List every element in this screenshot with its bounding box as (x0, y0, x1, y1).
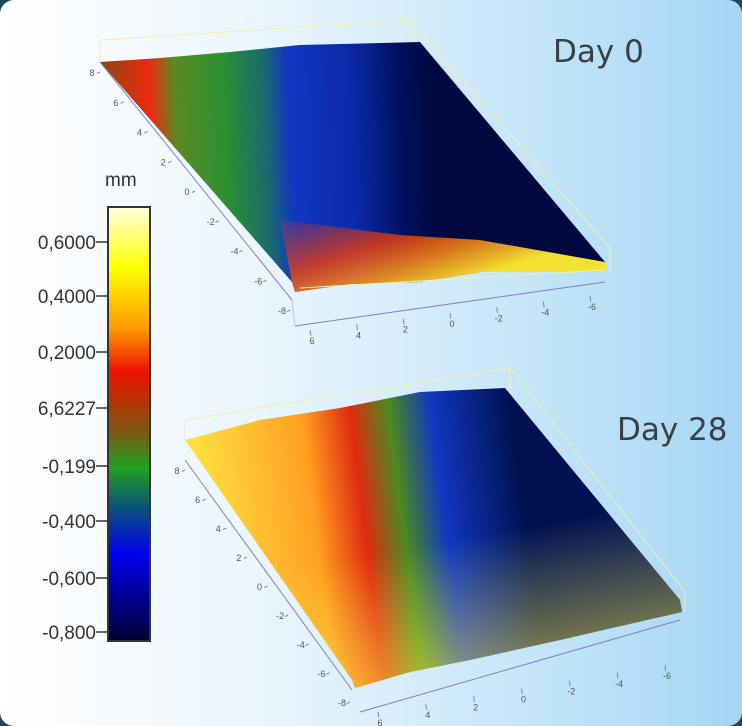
day0-x-tick-label: -2 (495, 313, 503, 323)
day28-x-tick-mark (616, 672, 619, 679)
colorbar-tick-label: 0,2000 (38, 343, 96, 364)
day28-x-tick-label: 2 (473, 702, 478, 712)
day28-y-tick-mark (346, 701, 351, 705)
day0-y-tick-label: 8 (89, 68, 94, 78)
day28-y-tick-label: -6 (317, 669, 325, 679)
colorbar-gradient (107, 206, 151, 642)
day28-x-tick-label: -2 (567, 687, 575, 697)
day0-x-tick-mark (402, 318, 405, 325)
day28-y-tick-mark (305, 643, 309, 647)
day0-y-tick-mark (191, 190, 196, 194)
day0-y-tick-mark (120, 101, 124, 104)
day28-y-tick-label: 0 (257, 582, 262, 592)
day28-y-tick-mark (202, 498, 206, 502)
colorbar-tick-label: -0,199 (42, 457, 96, 478)
day0-y-tick-label: 4 (137, 128, 142, 138)
day28-x-tick-label: 6 (377, 718, 382, 726)
day28-y-tick-label: -2 (276, 611, 284, 621)
surface-day-0: 8 6 4 2 0 -2 -4 -6 -8 6 4 2 0 -2 -4 -6 (89, 19, 611, 346)
day28-x-tick-label: -4 (615, 679, 623, 689)
panel-label-day-0: Day 0 (553, 34, 644, 70)
day0-y-tick-mark (96, 71, 101, 75)
day28-y-tick-mark (264, 585, 268, 589)
day0-y-tick-mark (262, 279, 267, 283)
day0-x-tick-mark (496, 307, 498, 314)
day0-x-tick-label: -6 (588, 302, 596, 312)
day28-y-tick-mark (243, 556, 248, 560)
colorbar-tick-label: -0,600 (42, 569, 96, 590)
colorbar-tick-label: 0,4000 (38, 287, 96, 308)
day0-x-tick-mark (356, 324, 358, 331)
day28-y-tick-mark (222, 527, 227, 531)
day28-x-tick-mark (521, 688, 523, 695)
day28-x-tick-mark (568, 680, 571, 687)
day0-y-tick-label: -2 (207, 217, 215, 227)
day0-y-tick-mark (239, 250, 243, 253)
day0-x-tick-mark (542, 301, 545, 308)
day28-y-tick-label: 4 (216, 524, 221, 534)
colorbar: mm 0,6000 0,4000 0,2000 6,6227 -0,199 -0,400 -… (38, 170, 151, 644)
day0-y-tick-label: -8 (278, 306, 286, 316)
day0-y-tick-label: 0 (184, 187, 189, 197)
day0-x-tick-label: 4 (356, 330, 361, 340)
day0-x-tick-label: 0 (449, 319, 454, 329)
day0-y-tick-mark (215, 220, 219, 223)
day28-x-tick-label: 0 (521, 695, 526, 705)
day0-x-tick-mark (449, 312, 452, 319)
day0-x-tick-label: 6 (309, 336, 314, 346)
colorbar-tick-label: 0,6000 (38, 233, 96, 254)
day0-x-tick-mark (309, 329, 312, 336)
panel-label-day-28: Day 28 (617, 412, 728, 448)
day0-y-tick-label: -6 (254, 276, 262, 286)
day28-y-tick-label: 6 (195, 495, 200, 505)
day28-x-tick-label: 4 (425, 710, 430, 720)
colorbar-tick-label: -0,800 (42, 623, 96, 644)
day28-x-tick-mark (377, 711, 380, 718)
colorbar-tick-label: -0,400 (42, 512, 96, 533)
day0-y-tick-mark (167, 160, 172, 164)
day28-y-tick-mark (181, 469, 186, 473)
day0-x-tick-label: -4 (541, 308, 549, 318)
day28-y-tick-mark (284, 614, 289, 618)
day0-y-tick-label: -4 (230, 247, 238, 257)
day0-y-tick-label: 2 (161, 157, 166, 167)
day28-x-tick-mark (425, 704, 428, 710)
day28-y-tick-mark (325, 672, 330, 676)
day28-y-tick-label: 8 (174, 466, 179, 476)
day28-y-tick-label: -8 (338, 698, 346, 708)
day28-x-tick-mark (473, 696, 475, 703)
surface-day-28: 8 6 4 2 0 -2 -4 -6 -8 6 4 2 0 -2 -4 -6 (174, 367, 686, 726)
day0-x-tick-mark (589, 295, 592, 302)
colorbar-unit: mm (105, 170, 137, 191)
day0-y-tick-label: 6 (113, 98, 118, 108)
colorbar-tick-label: 6,6227 (38, 399, 96, 420)
day0-y-tick-mark (144, 131, 148, 134)
day28-x-tick-mark (664, 664, 667, 671)
day28-y-tick-label: -4 (297, 640, 305, 650)
day0-y-tick-mark (286, 309, 291, 313)
day28-x-tick-label: -6 (663, 671, 671, 681)
day28-y-tick-label: 2 (236, 553, 241, 563)
day0-x-tick-label: 2 (403, 325, 408, 335)
